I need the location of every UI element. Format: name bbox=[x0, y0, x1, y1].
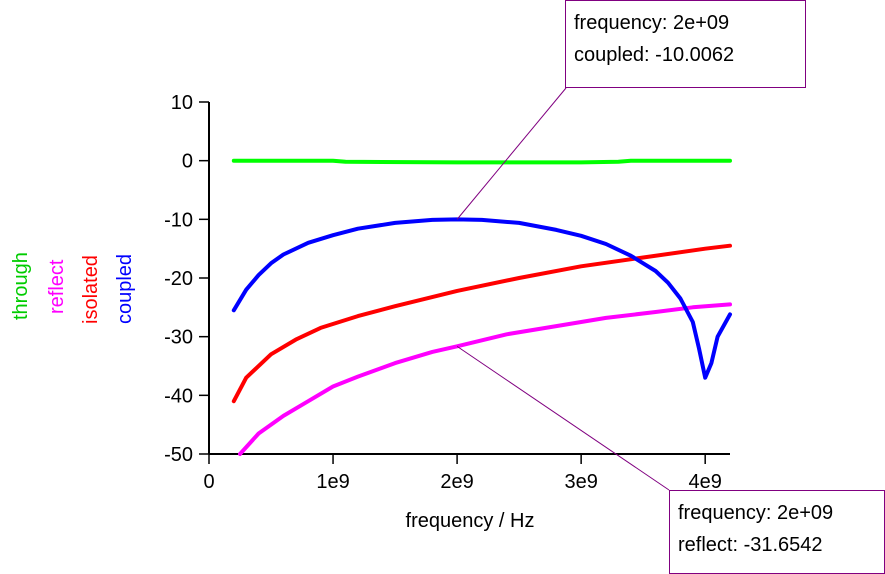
x-tick-label: 3e9 bbox=[564, 471, 597, 493]
y-tick-label: -30 bbox=[164, 327, 193, 349]
marker-box-coupled: frequency: 2e+09 coupled: -10.0062 bbox=[565, 0, 806, 88]
y-tick-label: 0 bbox=[182, 151, 193, 173]
x-tick-label: 2e9 bbox=[440, 471, 473, 493]
x-axis-label: frequency / Hz bbox=[406, 510, 535, 532]
series-lines bbox=[231, 158, 732, 456]
x-tick-label: 0 bbox=[203, 471, 214, 493]
series-through-line bbox=[231, 158, 732, 165]
marker-leaders bbox=[456, 87, 670, 491]
marker-value-label: coupled: -10.0062 bbox=[574, 44, 735, 66]
series-reflect-line bbox=[238, 302, 732, 456]
y-tick-label: 10 bbox=[171, 92, 193, 114]
y-tick-label: -40 bbox=[164, 385, 193, 407]
marker-frequency-label: frequency: 2e+09 bbox=[574, 12, 730, 34]
marker-value-label: reflect: -31.6542 bbox=[678, 534, 823, 556]
legend-reflect: reflect bbox=[46, 259, 68, 314]
series-coupled-line bbox=[231, 217, 732, 380]
legend-isolated: isolated bbox=[80, 255, 102, 324]
legend-coupled: coupled bbox=[114, 253, 136, 324]
x-tick-label: 1e9 bbox=[316, 471, 349, 493]
marker-frequency-label: frequency: 2e+09 bbox=[678, 502, 834, 524]
y-tick-label: -20 bbox=[164, 268, 193, 290]
marker-leader-coupled bbox=[456, 87, 567, 220]
y-tick-label: -50 bbox=[164, 444, 193, 466]
marker-leader-reflect bbox=[456, 345, 670, 491]
axes: 10 0 -10 -20 -30 -40 -50 0 1e9 2e9 3e9 4e9 bbox=[164, 92, 730, 493]
x-tick-label: 4e9 bbox=[689, 471, 722, 493]
legend-through: through bbox=[10, 252, 32, 320]
marker-box-reflect: frequency: 2e+09 reflect: -31.6542 bbox=[669, 490, 885, 574]
series-isolated-line bbox=[231, 243, 732, 404]
y-tick-label: -10 bbox=[164, 209, 193, 231]
